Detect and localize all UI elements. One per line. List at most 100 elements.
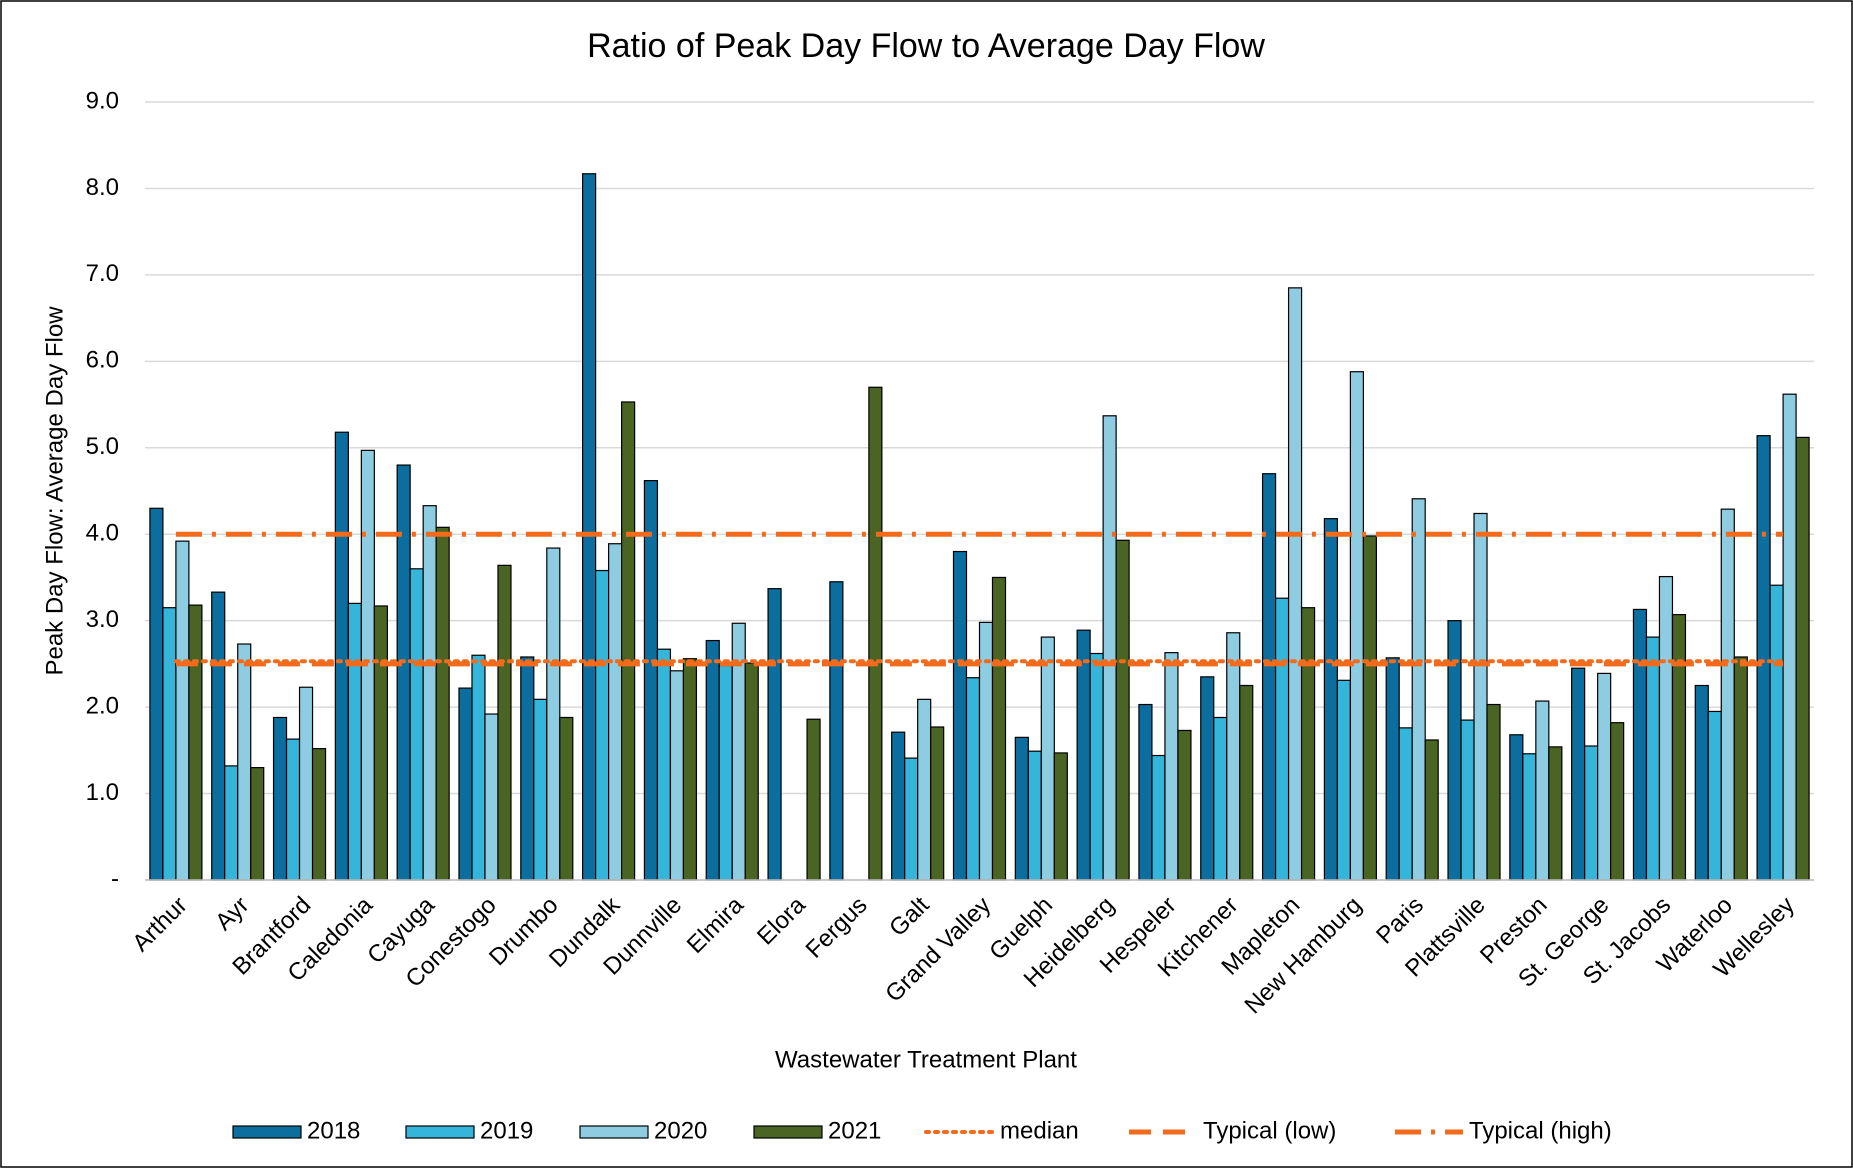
bar [162, 607, 177, 881]
bar [1323, 518, 1338, 881]
bar [311, 748, 327, 881]
bar [965, 677, 981, 881]
bar [1571, 667, 1586, 881]
y-tick-label: 5.0 [86, 433, 119, 460]
bar [422, 505, 437, 881]
bar [1645, 636, 1661, 881]
chart-title: Ratio of Peak Day Flow to Average Day Fl… [587, 27, 1265, 65]
bar [546, 547, 561, 881]
legend-label: median [1000, 1117, 1079, 1144]
bar [224, 765, 239, 881]
y-tick-label: 1.0 [86, 779, 119, 806]
bar [1658, 575, 1674, 881]
bar [1226, 632, 1241, 881]
bar [1671, 614, 1687, 881]
bar [237, 643, 252, 881]
bar [1115, 539, 1130, 881]
bar [1385, 657, 1400, 881]
bar [582, 173, 597, 881]
bar [347, 602, 362, 881]
bar [806, 718, 821, 881]
bar [396, 464, 411, 881]
bar [272, 716, 288, 881]
bar [1053, 752, 1068, 881]
bar [829, 581, 844, 881]
bar [1486, 703, 1501, 881]
bar [1213, 716, 1228, 881]
bar [1720, 508, 1735, 881]
bar [1151, 754, 1166, 881]
bar [643, 480, 659, 881]
bar [1597, 672, 1612, 881]
legend-label: 2021 [828, 1117, 881, 1144]
legend-label: Typical (low) [1203, 1117, 1336, 1144]
bar [904, 757, 919, 881]
bar [1336, 679, 1351, 881]
bar [1795, 436, 1810, 881]
bar [1473, 512, 1488, 881]
legend-label: 2019 [480, 1117, 533, 1144]
bar [1349, 371, 1364, 881]
bar [1707, 710, 1722, 881]
bar [621, 401, 636, 881]
bar [458, 687, 473, 881]
bar [595, 569, 610, 881]
y-tick-label: 8.0 [86, 174, 119, 201]
y-tick-label: 6.0 [86, 347, 119, 374]
y-tick-label: 2.0 [86, 692, 119, 719]
bar [334, 431, 349, 881]
bar [718, 665, 733, 881]
bar [471, 654, 486, 881]
bar [1076, 629, 1091, 881]
bar [1102, 415, 1117, 881]
bar [1362, 535, 1377, 881]
bar [1138, 703, 1153, 881]
bar [1769, 584, 1784, 881]
bar [952, 550, 968, 881]
bar [1398, 727, 1413, 881]
bar [1027, 750, 1042, 881]
bar [917, 698, 932, 881]
bar [1548, 746, 1563, 881]
legend-label: 2020 [654, 1117, 707, 1144]
bar [1535, 700, 1550, 881]
bar [1460, 719, 1475, 881]
bar [1411, 498, 1426, 881]
bar [991, 576, 1007, 881]
bar [298, 686, 314, 881]
y-tick-label: 7.0 [86, 260, 119, 287]
bar [744, 662, 759, 881]
bar [682, 658, 698, 881]
y-tick-label: 3.0 [86, 606, 119, 633]
bar [1694, 684, 1709, 881]
bar [868, 386, 883, 881]
bar [497, 564, 512, 881]
legend-swatch [579, 1125, 649, 1139]
y-axis-title: Peak Day Flow: Average Day Flow [41, 306, 68, 676]
bar [1040, 636, 1055, 881]
bar [520, 656, 535, 881]
y-tick-label: 9.0 [86, 87, 119, 114]
bar [211, 591, 226, 881]
bar [285, 738, 301, 881]
y-tick-label: 4.0 [86, 520, 119, 547]
bar [1610, 722, 1625, 881]
bar [188, 604, 203, 881]
legend-swatch [405, 1125, 475, 1139]
bar [669, 670, 685, 881]
bar [1584, 745, 1599, 881]
bar [175, 540, 190, 881]
bar [1782, 393, 1797, 881]
bar [1300, 607, 1316, 881]
legend-label: Typical (high) [1469, 1117, 1612, 1144]
bar [149, 507, 164, 881]
bar [1287, 287, 1303, 881]
y-tick-label: - [111, 865, 119, 892]
bar [1089, 652, 1104, 881]
bar [930, 726, 945, 881]
bar [1014, 736, 1029, 881]
bar [767, 588, 782, 881]
